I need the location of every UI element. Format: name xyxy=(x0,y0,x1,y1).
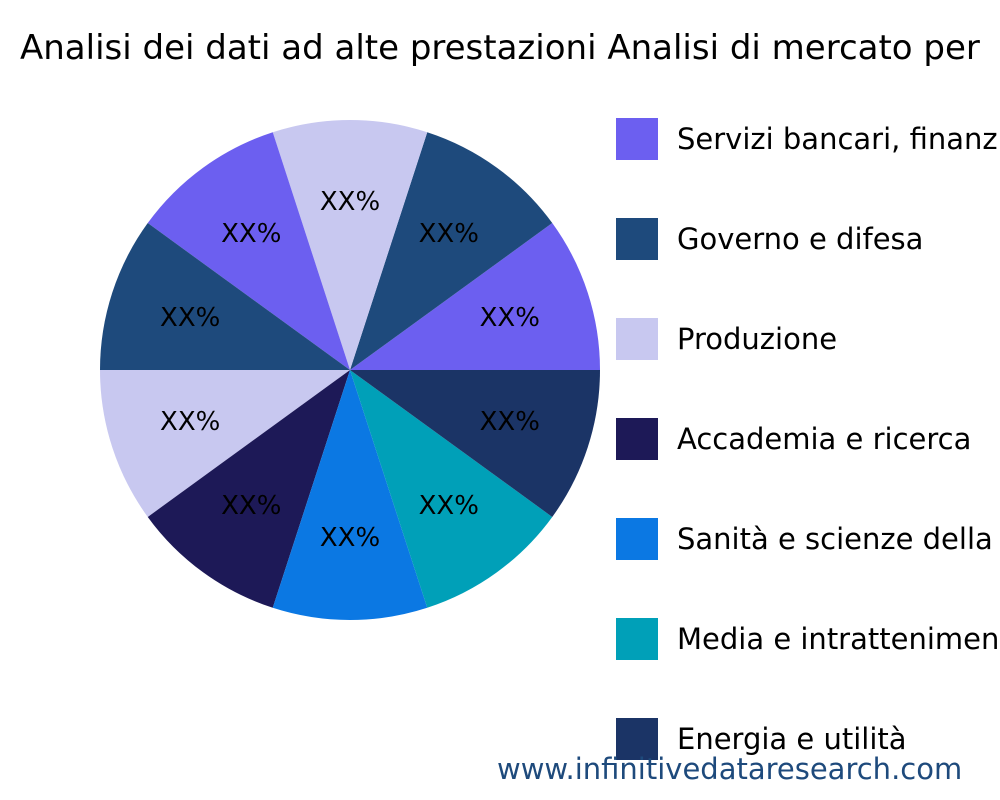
legend-swatch xyxy=(616,518,658,560)
legend-item: Servizi bancari, finanz xyxy=(616,118,1000,160)
slice-percent-label: XX% xyxy=(160,407,220,437)
legend-label: Media e intrattenimen xyxy=(677,622,1000,656)
slice-percent-label: XX% xyxy=(480,303,540,333)
legend-item: Media e intrattenimen xyxy=(616,618,1000,660)
legend-item: Energia e utilità xyxy=(616,718,1000,760)
slice-percent-label: XX% xyxy=(419,219,479,249)
legend-swatch xyxy=(616,418,658,460)
legend-swatch xyxy=(616,118,658,160)
legend-label: Sanità e scienze della xyxy=(677,522,993,556)
pie-slice xyxy=(350,370,600,517)
slice-percent-label: XX% xyxy=(221,219,281,249)
slice-percent-label: XX% xyxy=(320,187,380,217)
slice-percent-label: XX% xyxy=(419,491,479,521)
pie-slice xyxy=(350,370,553,608)
pie-slice xyxy=(350,223,600,370)
legend-label: Produzione xyxy=(677,322,838,356)
legend-item: Accademia e ricerca xyxy=(616,418,1000,460)
chart-title: Analisi dei dati ad alte prestazioni Ana… xyxy=(20,28,980,68)
pie-slice xyxy=(100,370,350,517)
legend-item: Sanità e scienze della xyxy=(616,518,1000,560)
slice-percent-label: XX% xyxy=(480,407,540,437)
pie-slice xyxy=(147,370,350,608)
pie-slice xyxy=(100,223,350,370)
legend-item: Produzione xyxy=(616,318,1000,360)
pie-slice xyxy=(272,370,428,620)
legend-swatch xyxy=(616,218,658,260)
legend-swatch xyxy=(616,618,658,660)
legend-label: Governo e difesa xyxy=(677,222,924,256)
legend-label: Accademia e ricerca xyxy=(677,422,972,456)
website-watermark[interactable]: www.infinitivedataresearch.com xyxy=(497,752,963,786)
legend-item: Governo e difesa xyxy=(616,218,1000,260)
pie-slice xyxy=(147,132,350,370)
pie-slice xyxy=(272,120,428,371)
legend-swatch xyxy=(616,318,658,360)
legend-label: Servizi bancari, finanz xyxy=(677,122,998,156)
legend-label: Energia e utilità xyxy=(677,722,907,756)
slice-percent-label: XX% xyxy=(221,491,281,521)
pie-slice xyxy=(350,132,553,370)
slice-percent-label: XX% xyxy=(160,303,220,333)
legend-swatch xyxy=(616,718,658,760)
slice-percent-label: XX% xyxy=(320,523,380,553)
